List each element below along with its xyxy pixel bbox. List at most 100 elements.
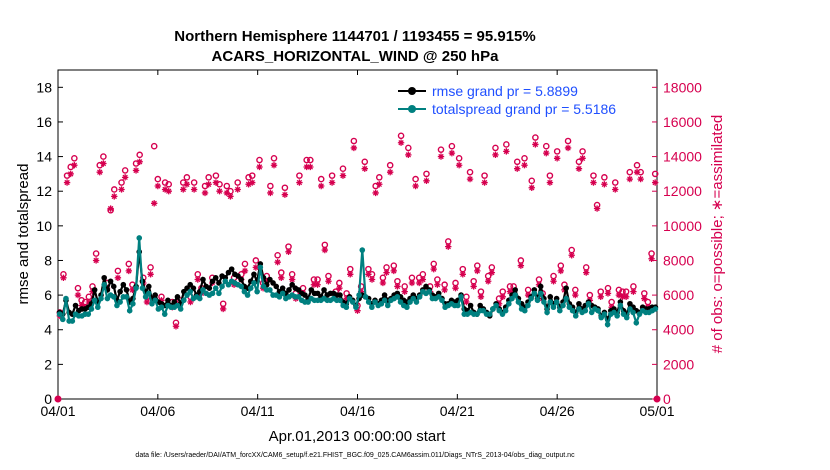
assimilated-obs-marker — [285, 248, 292, 256]
totalspread-point — [502, 307, 509, 314]
possible-obs-marker — [234, 179, 241, 186]
possible-obs-marker — [448, 142, 456, 150]
rmse-point — [72, 302, 79, 309]
totalspread-point — [369, 304, 375, 311]
possible-obs-marker — [92, 250, 100, 257]
assimilated-obs-marker — [303, 163, 310, 171]
totalspread-point — [560, 302, 566, 309]
totalspread-point — [85, 311, 92, 317]
assimilated-obs-marker — [622, 293, 630, 301]
y2-tick-label: 12000 — [663, 183, 702, 199]
rmse-point — [537, 283, 544, 290]
assimilated-obs-marker — [252, 264, 260, 271]
totalspread-point — [413, 299, 420, 305]
possible-obs-marker — [241, 260, 249, 268]
totalspread-point — [531, 290, 538, 297]
assimilated-obs-marker — [412, 182, 419, 190]
rmse-point — [120, 281, 127, 288]
rmse-point — [91, 287, 98, 293]
possible-obs-marker — [492, 144, 499, 152]
totalspread-point — [356, 292, 362, 298]
assimilated-obs-marker — [590, 179, 597, 186]
totalspread-point — [384, 302, 391, 309]
possible-obs-marker — [481, 172, 488, 179]
possible-obs-marker — [375, 174, 383, 181]
assimilated-obs-marker — [463, 298, 470, 306]
totalspread-point — [133, 285, 139, 291]
assimilated-obs-marker — [372, 189, 379, 197]
assimilated-obs-marker — [568, 252, 575, 259]
possible-obs-marker — [205, 174, 212, 181]
assimilated-obs-marker — [281, 191, 289, 198]
assimilated-obs-marker — [470, 283, 477, 290]
possible-obs-marker — [513, 158, 521, 166]
possible-obs-marker — [412, 175, 419, 183]
possible-obs-marker — [386, 161, 394, 169]
chart-subtitle: ACARS_HORIZONTAL_WIND @ 250 hPa — [212, 48, 500, 65]
assimilated-obs-marker — [633, 168, 641, 176]
assimilated-obs-marker — [216, 188, 223, 195]
assimilated-obs-marker — [597, 293, 604, 301]
possible-obs-marker — [252, 257, 260, 264]
possible-obs-marker — [397, 132, 405, 140]
assimilated-obs-marker — [383, 269, 390, 276]
totalspread-point — [349, 299, 356, 305]
assimilated-obs-marker — [437, 153, 445, 160]
totalspread-point — [146, 290, 152, 297]
totalspread-point — [563, 295, 569, 302]
possible-obs-marker — [651, 170, 659, 178]
assimilated-obs-marker — [107, 205, 114, 212]
totalspread-point — [63, 295, 69, 302]
totalspread-point — [550, 304, 557, 311]
assimilated-obs-marker — [528, 184, 535, 191]
totalspread-point — [69, 318, 76, 324]
possible-obs-marker — [136, 151, 143, 159]
assimilated-obs-marker — [521, 162, 528, 169]
totalspread-point — [455, 302, 461, 309]
possible-obs-marker — [633, 161, 641, 169]
rmse-point — [152, 292, 158, 298]
totalspread-point — [216, 290, 222, 297]
metric-series — [56, 235, 659, 329]
possible-obs-marker — [183, 174, 191, 181]
possible-obs-marker — [165, 180, 173, 188]
assimilated-obs-marker — [267, 189, 274, 197]
assimilated-obs-marker — [361, 165, 368, 172]
assimilated-obs-marker — [205, 181, 212, 188]
totalspread-point — [136, 235, 143, 241]
totalspread-point — [493, 302, 499, 309]
totalspread-point — [123, 294, 130, 300]
x-tick-label: 04/06 — [140, 403, 175, 419]
totalspread-point — [337, 297, 343, 304]
rmse-point — [576, 300, 582, 307]
assimilated-obs-marker — [223, 189, 231, 197]
assimilated-obs-marker — [579, 155, 586, 162]
rmse-point — [110, 283, 117, 290]
assimilated-obs-marker — [593, 205, 601, 212]
totalspread-point — [601, 311, 608, 317]
rmse-point — [279, 285, 286, 291]
possible-obs-marker — [579, 148, 586, 155]
rmse-point — [238, 276, 245, 283]
totalspread-point — [181, 297, 187, 304]
assimilated-obs-marker — [74, 291, 82, 299]
possible-obs-marker — [532, 134, 539, 141]
totalspread-point — [630, 309, 636, 316]
assimilated-obs-marker — [419, 276, 427, 283]
totalspread-point — [212, 285, 219, 291]
assimilated-obs-marker — [63, 179, 71, 186]
possible-obs-marker — [147, 264, 154, 271]
assimilated-obs-marker — [274, 259, 281, 266]
assimilated-obs-marker — [336, 284, 343, 292]
assimilated-obs-marker — [630, 288, 637, 295]
totalspread-point — [238, 283, 245, 290]
legend-label-totalspread: totalspread grand pr = 5.5186 — [432, 101, 616, 117]
totalspread-point — [534, 297, 541, 304]
totalspread-point — [582, 307, 589, 314]
assimilated-obs-marker — [60, 274, 67, 281]
obs-endpoint-marker — [653, 395, 661, 403]
x-axis: 04/01 04/06 04/11 04/16 04/21 04/26 05/01 — [40, 70, 675, 419]
totalspread-point — [506, 300, 512, 307]
totalspread-point — [59, 316, 66, 323]
possible-obs-marker — [361, 158, 369, 166]
